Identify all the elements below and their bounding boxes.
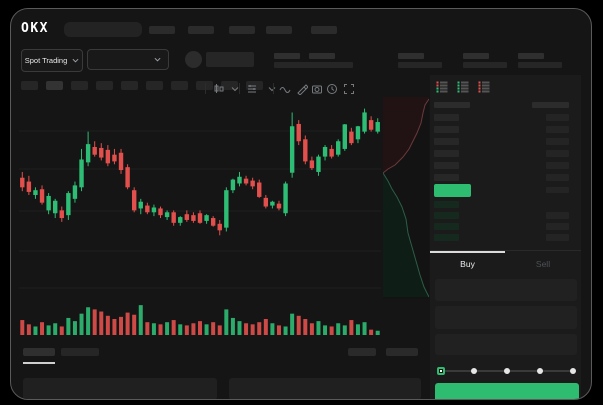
stat-value-placeholder bbox=[398, 62, 442, 68]
last-price-highlight[interactable] bbox=[434, 184, 471, 197]
bottom-action-button[interactable] bbox=[386, 348, 418, 356]
ask-row-price[interactable] bbox=[434, 126, 459, 133]
stat-label-placeholder bbox=[518, 53, 544, 59]
chevron-down-icon bbox=[154, 57, 161, 62]
ask-row-amount bbox=[546, 150, 569, 157]
slider-stop[interactable] bbox=[504, 368, 510, 374]
timeframe-button[interactable] bbox=[96, 81, 113, 90]
stat-value-placeholder bbox=[309, 62, 353, 68]
slider-handle-dot bbox=[440, 370, 442, 372]
stat-label-placeholder bbox=[463, 53, 489, 59]
ask-row-amount bbox=[546, 174, 569, 181]
stat-label-placeholder bbox=[309, 53, 335, 59]
coin-icon bbox=[185, 51, 202, 68]
timeframe-button[interactable] bbox=[171, 81, 188, 90]
book-header-amount bbox=[532, 102, 569, 108]
fullscreen-icon[interactable] bbox=[343, 83, 355, 95]
active-tab-indicator bbox=[430, 251, 505, 253]
footer-box[interactable] bbox=[229, 378, 421, 399]
chevron-down-icon[interactable] bbox=[266, 83, 278, 95]
search-input[interactable] bbox=[64, 22, 142, 37]
ask-row-amount bbox=[546, 162, 569, 169]
bid-row-amount bbox=[546, 234, 569, 241]
bottom-tab-active-indicator bbox=[23, 362, 55, 364]
bid-row-price[interactable] bbox=[434, 201, 459, 208]
camera-icon[interactable] bbox=[311, 83, 323, 95]
candle-type-icon[interactable] bbox=[213, 83, 225, 95]
last-price-amount bbox=[546, 187, 569, 193]
ask-row-amount bbox=[546, 138, 569, 145]
ask-row-amount bbox=[546, 126, 569, 133]
timeframe-button[interactable] bbox=[21, 81, 38, 90]
timeframe-button[interactable] bbox=[196, 81, 213, 90]
chevron-down-icon bbox=[72, 58, 79, 63]
timeframe-button[interactable] bbox=[221, 81, 238, 90]
market-type-label: Spot Trading bbox=[24, 56, 68, 65]
bid-row-amount bbox=[546, 223, 569, 230]
okx-logo: OKX bbox=[21, 21, 49, 36]
nav-item[interactable] bbox=[188, 26, 214, 34]
chevron-down-icon[interactable] bbox=[229, 83, 241, 95]
tab-sell[interactable]: Sell bbox=[535, 259, 551, 269]
order-form-field[interactable] bbox=[435, 334, 577, 355]
ask-row-amount bbox=[546, 114, 569, 121]
bottom-tab[interactable] bbox=[61, 348, 99, 356]
nav-item[interactable] bbox=[229, 26, 255, 34]
tab-buy[interactable]: Buy bbox=[460, 259, 475, 269]
book-header-price bbox=[434, 102, 470, 108]
bid-row-price[interactable] bbox=[434, 234, 459, 241]
slider-stop[interactable] bbox=[471, 368, 477, 374]
app-window: OKX Spot Trading Buy Sell bbox=[10, 8, 592, 400]
bid-row-price[interactable] bbox=[434, 212, 459, 219]
timeframe-button[interactable] bbox=[46, 81, 63, 90]
stat-value-placeholder bbox=[463, 62, 507, 68]
timeframe-button[interactable] bbox=[146, 81, 163, 90]
last-price-placeholder bbox=[206, 52, 254, 67]
toolbar-divider bbox=[239, 83, 240, 94]
buy-submit-button[interactable] bbox=[435, 383, 579, 399]
footer-box[interactable] bbox=[23, 378, 217, 399]
ask-row-price[interactable] bbox=[434, 150, 459, 157]
bottom-tab[interactable] bbox=[23, 348, 55, 356]
timeframe-button[interactable] bbox=[71, 81, 88, 90]
divider bbox=[430, 250, 581, 251]
candlestick-chart[interactable] bbox=[19, 99, 381, 291]
depth-chart bbox=[383, 97, 429, 299]
stat-value-placeholder bbox=[274, 62, 318, 68]
nav-item[interactable] bbox=[266, 26, 292, 34]
ask-row-price[interactable] bbox=[434, 162, 459, 169]
bid-row-price[interactable] bbox=[434, 223, 459, 230]
stat-value-placeholder bbox=[518, 62, 562, 68]
stat-label-placeholder bbox=[398, 53, 424, 59]
volume-chart bbox=[20, 305, 380, 335]
indicator-icon[interactable] bbox=[246, 83, 258, 95]
toolbar-divider bbox=[205, 83, 206, 94]
order-form-field[interactable] bbox=[435, 279, 577, 301]
nav-item[interactable] bbox=[311, 26, 337, 34]
order-form-field[interactable] bbox=[435, 306, 577, 329]
market-type-dropdown[interactable]: Spot Trading bbox=[21, 49, 83, 72]
book-bids-icon[interactable] bbox=[457, 81, 469, 93]
slider-stop[interactable] bbox=[570, 368, 576, 374]
stat-label-placeholder bbox=[274, 53, 300, 59]
pencil-icon[interactable] bbox=[296, 83, 308, 95]
book-asks-icon[interactable] bbox=[478, 81, 490, 93]
pair-selector-dropdown[interactable] bbox=[87, 49, 169, 70]
book-split-icon[interactable] bbox=[436, 81, 448, 93]
ask-row-price[interactable] bbox=[434, 114, 459, 121]
ask-row-price[interactable] bbox=[434, 138, 459, 145]
ask-row-price[interactable] bbox=[434, 174, 459, 181]
timeframe-button[interactable] bbox=[121, 81, 138, 90]
bid-row-amount bbox=[546, 212, 569, 219]
clock-icon[interactable] bbox=[326, 83, 338, 95]
bottom-action-button[interactable] bbox=[348, 348, 376, 356]
slider-handle[interactable] bbox=[437, 367, 445, 375]
nav-item[interactable] bbox=[149, 26, 175, 34]
wave-icon[interactable] bbox=[279, 83, 291, 95]
slider-stop[interactable] bbox=[537, 368, 543, 374]
toolbar-divider bbox=[273, 83, 274, 94]
